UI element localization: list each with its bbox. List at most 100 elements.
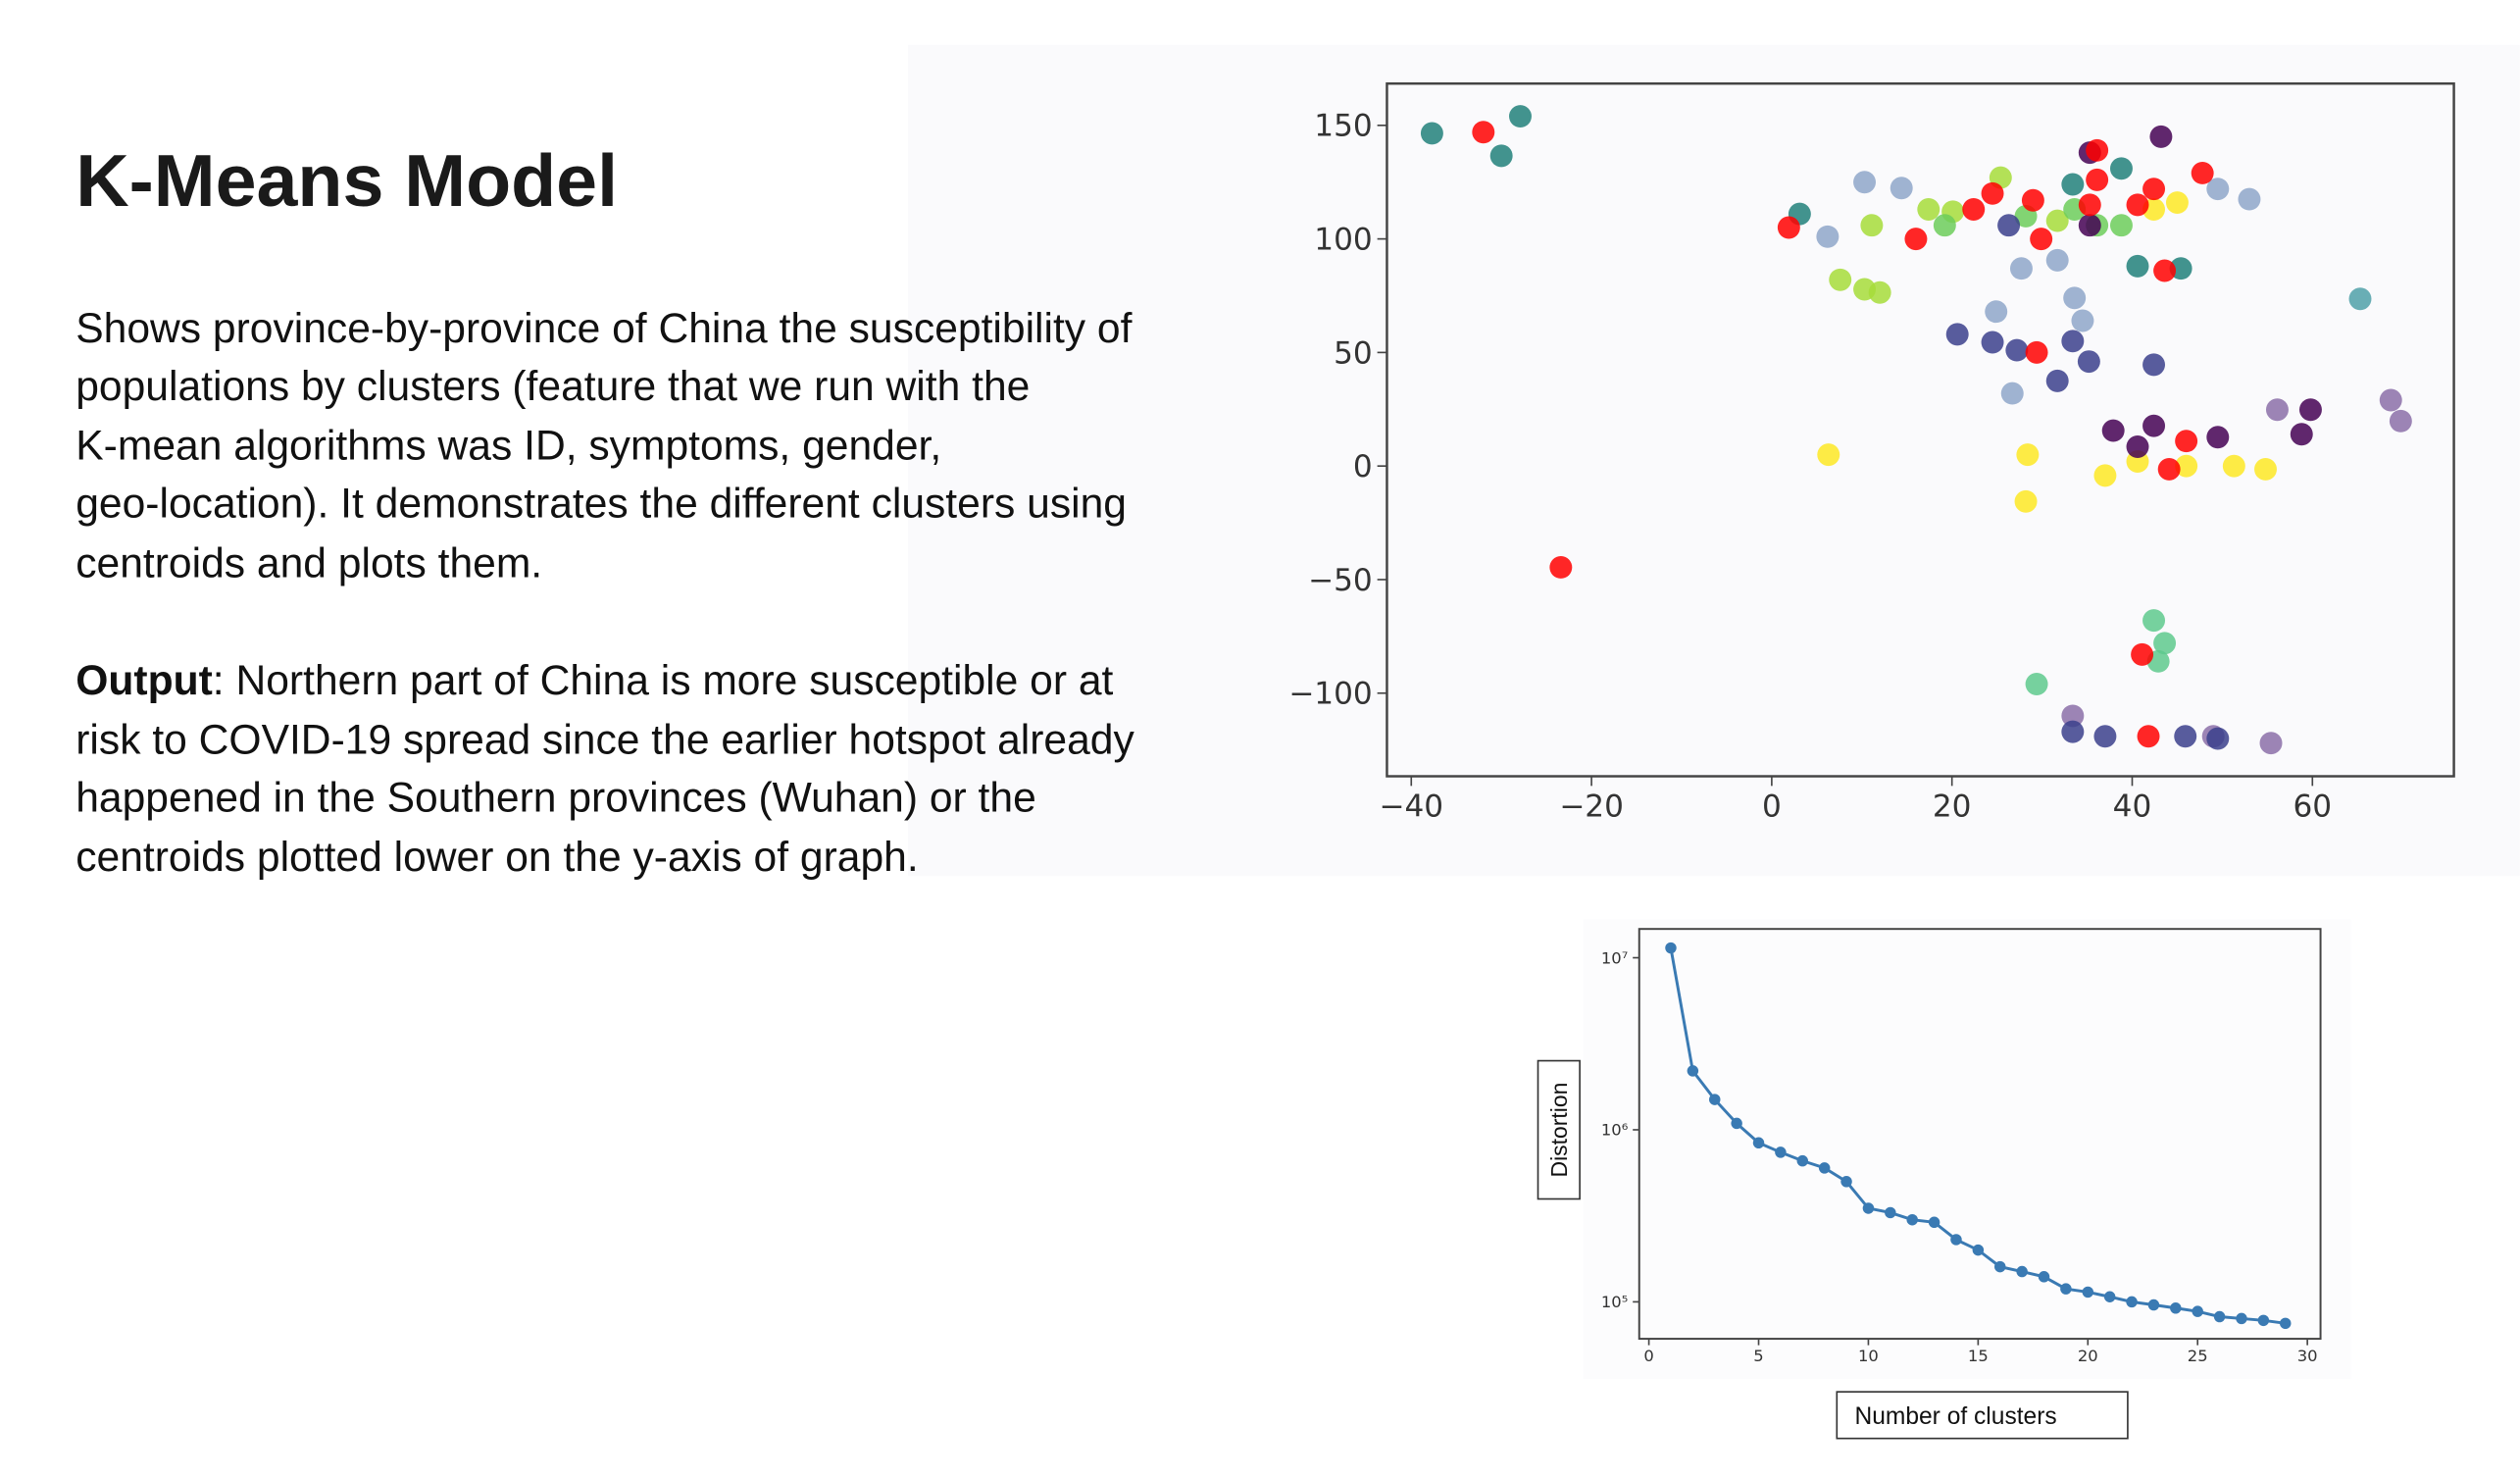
distortion-point: [1885, 1206, 1896, 1219]
y-tick-label: 10⁵: [1601, 1293, 1628, 1311]
scatter-point: [2238, 187, 2261, 211]
scatter-point: [2259, 732, 2283, 755]
scatter-point: [1917, 198, 1940, 221]
scatter-point: [2379, 388, 2402, 412]
distortion-point: [1972, 1244, 1985, 1256]
scatter-point: [2109, 214, 2133, 237]
scatter-point: [2005, 338, 2029, 362]
scatter-point: [1981, 331, 2004, 354]
scatter-point: [2149, 125, 2173, 148]
distortion-point: [1709, 1094, 1721, 1105]
x-axis-label: Number of clusters: [1854, 1403, 2056, 1430]
distortion-point: [1818, 1162, 1831, 1174]
body-line: Shows province-by-province of China the …: [76, 305, 1132, 352]
x-tick-label: 20: [2078, 1347, 2098, 1365]
distortion-point: [1665, 942, 1677, 954]
distortion-point: [2060, 1283, 2072, 1295]
y-tick-label: −50: [1308, 563, 1373, 598]
scatter-point: [2061, 173, 2085, 196]
scatter-point: [2061, 330, 2085, 353]
x-tick-label: 5: [1753, 1347, 1763, 1365]
scatter-point: [2045, 209, 2069, 232]
distortion-point: [2213, 1310, 2226, 1323]
scatter-point: [2153, 632, 2177, 655]
scatter-point: [2175, 430, 2198, 453]
scatter-point: [1860, 214, 1884, 237]
distortion-point: [2192, 1305, 2203, 1317]
scatter-point: [2206, 426, 2230, 449]
scatter-point: [2157, 457, 2181, 481]
scatter-point: [2126, 254, 2149, 278]
scatter-point: [2222, 454, 2245, 478]
distortion-point: [1840, 1176, 1852, 1188]
scatter-point: [2093, 725, 2117, 748]
scatter-point: [2165, 191, 2189, 215]
x-tick-label: 40: [2113, 789, 2152, 824]
x-tick-label: 25: [2188, 1347, 2208, 1365]
distortion-point: [2103, 1291, 2116, 1302]
scatter-point: [2061, 720, 2085, 743]
y-tick-label: 50: [1334, 335, 1373, 371]
distortion-point: [1687, 1065, 1699, 1077]
distortion-point: [1994, 1260, 2006, 1273]
x-tick-label: 0: [1643, 1347, 1653, 1365]
x-tick-label: 0: [1762, 789, 1782, 824]
scatter-point: [2131, 642, 2154, 666]
scatter-point: [2206, 727, 2230, 750]
scatter-point: [2101, 419, 2125, 442]
scatter-point: [1868, 280, 1891, 304]
distortion-point: [1950, 1234, 1962, 1246]
scatter-point: [1981, 181, 2004, 205]
scatter-point: [1904, 228, 1928, 251]
y-tick-label: 0: [1353, 449, 1373, 484]
distortion-point: [2147, 1299, 2160, 1311]
scatter-point: [1933, 214, 1956, 237]
scatter-point: [1816, 225, 1840, 248]
scatter-point: [1777, 216, 1800, 239]
output-line: centroids plotted lower on the y-axis of…: [76, 834, 918, 881]
scatter-point: [2265, 398, 2289, 422]
output-line: risk to COVID-19 spread since the earlie…: [76, 717, 1134, 764]
distortion-point: [1862, 1202, 1875, 1214]
y-tick-label: 150: [1314, 109, 1372, 144]
distortion-point: [1731, 1117, 1742, 1130]
plot-frame: [1638, 928, 2322, 1341]
scatter-point: [2142, 609, 2166, 633]
y-tick-label: 10⁶: [1601, 1121, 1629, 1140]
y-tick-label: 100: [1314, 223, 1372, 258]
output-line: happened in the Southern provinces (Wuha…: [76, 775, 1036, 822]
scatter-point: [2071, 309, 2094, 332]
scatter-point: [2175, 454, 2198, 478]
x-label-box: [1836, 1391, 2129, 1440]
x-tick-label: 60: [2293, 789, 2332, 824]
scatter-point: [2061, 704, 2085, 728]
scatter-point: [2153, 259, 2177, 282]
distortion-point: [2280, 1317, 2292, 1330]
scatter-point: [2206, 178, 2230, 201]
output-label: Output: [76, 657, 213, 704]
scatter-point: [1489, 144, 1513, 168]
scatter-point: [2290, 423, 2313, 446]
distortion-point: [2257, 1314, 2270, 1327]
body-line: geo-location). It demonstrates the diffe…: [76, 481, 1127, 528]
scatter-point: [1509, 105, 1532, 128]
x-tick-label: −20: [1559, 789, 1624, 824]
x-tick-label: 20: [1933, 789, 1972, 824]
scatter-point: [1853, 171, 1877, 194]
scatter-point: [2025, 673, 2048, 695]
scatter-point: [1962, 198, 1986, 221]
scatter-point: [2045, 369, 2069, 392]
output-text: : Northern part of China is more suscept…: [213, 657, 1114, 704]
scatter-point: [1420, 122, 1443, 145]
scatter-point: [2086, 138, 2109, 162]
line-background: [1583, 919, 2351, 1380]
distortion-point: [1752, 1137, 1765, 1148]
scatter-point: [2063, 286, 2087, 310]
distortion-point: [2170, 1302, 2182, 1314]
y-tick-label: 10⁷: [1601, 948, 1628, 967]
scatter-point: [1997, 214, 2021, 237]
x-tick-label: 30: [2297, 1347, 2318, 1365]
x-tick-label: −40: [1379, 789, 1443, 824]
scatter-point: [2348, 287, 2372, 311]
